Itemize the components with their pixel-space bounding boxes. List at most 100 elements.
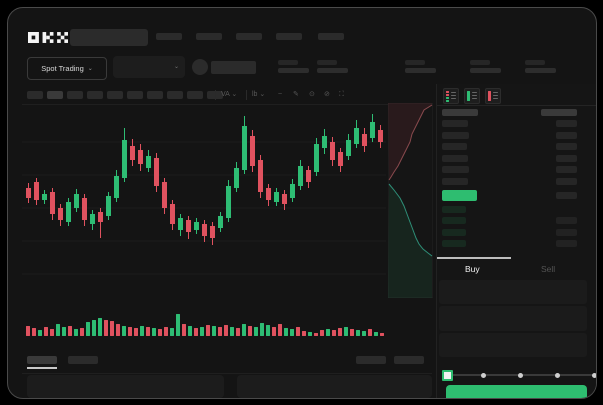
amount-field[interactable] — [439, 306, 587, 331]
orderbook-ask-row[interactable] — [437, 178, 596, 186]
app-window: Spot Trading ⌄ ⌄ VA ⌄ lb ⌄ ~ ✎ ⊙ ⊘ ⛶ — [7, 7, 597, 399]
search-input[interactable] — [70, 29, 148, 46]
candle-style-dropdown[interactable]: lb ⌄ — [252, 91, 266, 98]
orderbook-bid-row[interactable] — [437, 205, 596, 214]
coin-icon — [192, 59, 208, 75]
book-view-combined-icon[interactable] — [443, 88, 459, 104]
pair-selector-dropdown[interactable]: ⌄ — [113, 56, 185, 78]
orderbook-ask-row[interactable] — [437, 143, 596, 151]
orders-table-panel — [27, 375, 224, 398]
nav-item[interactable] — [276, 33, 302, 40]
depth-chart[interactable] — [388, 103, 433, 298]
ask-amount-skeleton — [556, 166, 577, 174]
buy-submit-button[interactable] — [446, 385, 587, 398]
tab-sell[interactable]: Sell — [541, 264, 556, 274]
active-trade-tab-indicator — [437, 257, 511, 259]
book-price-header — [442, 109, 478, 116]
timeframe-button[interactable] — [47, 91, 63, 99]
total-field[interactable] — [439, 333, 587, 357]
timeframe-button[interactable] — [187, 91, 203, 99]
stat-label-skeleton — [470, 60, 490, 65]
stat-value-skeleton — [525, 68, 556, 73]
orderbook-ask-row[interactable] — [437, 154, 596, 163]
nav-item[interactable] — [236, 33, 262, 40]
bid-price-skeleton — [442, 240, 466, 248]
fullscreen-icon[interactable]: ⛶ — [339, 91, 344, 98]
bid-amount-skeleton — [556, 228, 577, 236]
orders-divider — [22, 373, 432, 374]
last-price-row[interactable] — [437, 189, 596, 202]
ask-amount-skeleton — [556, 131, 577, 139]
stat-label-skeleton — [525, 60, 545, 65]
order-book-trade-panel: Buy Sell — [436, 84, 596, 398]
timeframe-button[interactable] — [27, 91, 43, 99]
stat-value-skeleton — [317, 68, 348, 73]
book-view-bids-icon[interactable] — [464, 88, 480, 104]
slider-step-dot[interactable] — [555, 373, 560, 378]
book-divider — [437, 105, 596, 106]
orderbook-bid-row[interactable] — [437, 240, 596, 248]
slider-handle[interactable] — [442, 370, 453, 381]
nav-item[interactable] — [156, 33, 182, 40]
bid-price-skeleton — [442, 205, 466, 213]
ask-amount-skeleton — [556, 120, 577, 127]
slider-step-dot[interactable] — [481, 373, 486, 378]
settings-icon[interactable]: ⊘ — [324, 91, 330, 98]
orders-action-button[interactable] — [356, 356, 386, 364]
orders-table-panel — [237, 375, 432, 398]
ask-price-skeleton — [442, 166, 469, 174]
orderbook-bid-row[interactable] — [437, 228, 596, 237]
orderbook-ask-row[interactable] — [437, 120, 596, 128]
okx-logo — [28, 32, 68, 43]
orderbook-ask-row[interactable] — [437, 166, 596, 174]
nav-item[interactable] — [196, 33, 222, 40]
indicator-dropdown[interactable]: VA ⌄ — [221, 91, 238, 98]
book-view-asks-icon[interactable] — [485, 88, 501, 104]
market-type-dropdown[interactable]: Spot Trading ⌄ — [27, 57, 107, 80]
active-tab-underline — [27, 367, 57, 369]
timeframe-button[interactable] — [67, 91, 83, 99]
toolbar-bottom-divider — [22, 104, 432, 105]
tab-buy[interactable]: Buy — [465, 264, 480, 274]
ask-price-skeleton — [442, 143, 467, 151]
ask-price-skeleton — [442, 120, 468, 127]
nav-item[interactable] — [318, 33, 344, 40]
stat-value-skeleton — [278, 68, 309, 73]
orderbook-ask-row[interactable] — [437, 131, 596, 140]
bid-amount-skeleton — [556, 240, 577, 248]
toolbar-divider — [215, 90, 216, 100]
timeframe-button[interactable] — [87, 91, 103, 99]
last-price-highlight — [442, 189, 477, 201]
toolbar-divider — [246, 90, 247, 100]
camera-icon[interactable]: ⊙ — [309, 91, 315, 98]
bid-price-skeleton — [442, 217, 466, 225]
timeframe-button[interactable] — [127, 91, 143, 99]
timeframe-button[interactable] — [107, 91, 123, 99]
market-type-label: Spot Trading — [41, 64, 84, 73]
price-field[interactable] — [439, 280, 587, 304]
bid-price-skeleton — [442, 228, 466, 236]
ask-price-skeleton — [442, 154, 468, 162]
line-tool-icon[interactable]: ~ — [278, 91, 283, 98]
stat-value-skeleton — [470, 68, 501, 73]
orders-tab-active[interactable] — [27, 356, 57, 364]
slider-step-dot[interactable] — [592, 373, 596, 378]
bid-amount-skeleton — [556, 217, 577, 225]
chevron-down-icon: ⌄ — [173, 64, 179, 70]
stat-label-skeleton — [405, 60, 425, 65]
orderbook-bid-row[interactable] — [437, 217, 596, 225]
slider-step-dot[interactable] — [518, 373, 523, 378]
draw-tool-icon[interactable]: ✎ — [293, 91, 299, 98]
ask-amount-skeleton — [556, 154, 577, 162]
book-amount-header — [541, 109, 577, 116]
stat-label-skeleton — [278, 60, 298, 65]
ask-price-skeleton — [442, 131, 469, 139]
orders-tab[interactable] — [68, 356, 98, 364]
timeframe-button[interactable] — [147, 91, 163, 99]
candlestick-chart[interactable] — [22, 108, 386, 298]
volume-chart[interactable] — [22, 306, 386, 338]
timeframe-button[interactable] — [167, 91, 183, 99]
orders-action-button[interactable] — [394, 356, 424, 364]
last-amount-skeleton — [556, 191, 577, 199]
